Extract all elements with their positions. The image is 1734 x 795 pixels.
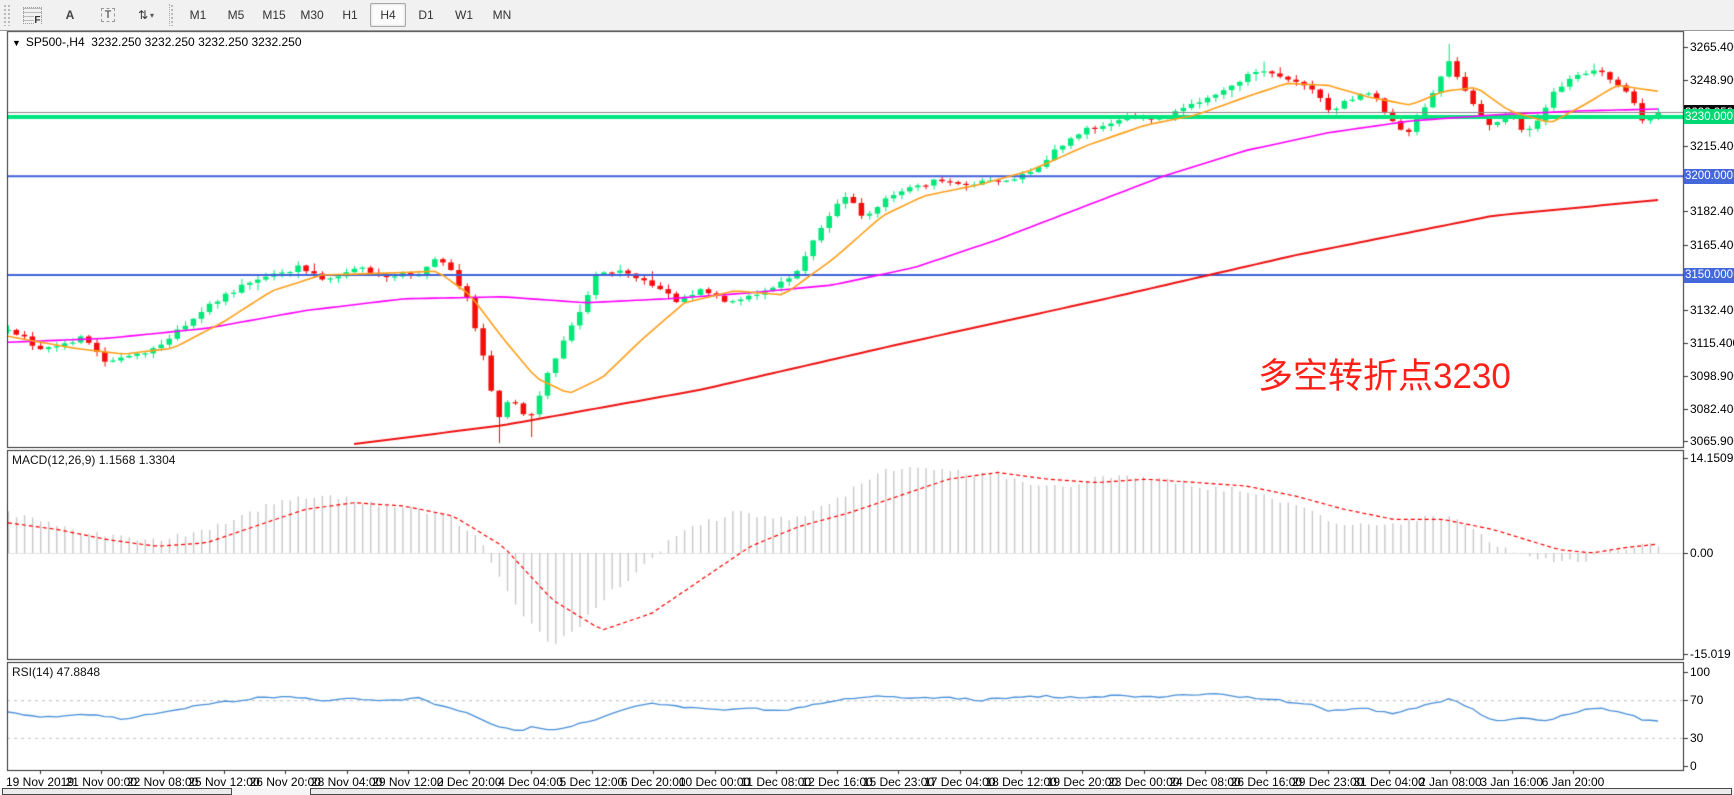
date-tick-label: 12 Dec 16:00 — [801, 775, 873, 789]
horizontal-scrollbar — [0, 788, 1734, 795]
timeframe-button-d1[interactable]: D1 — [418, 8, 434, 22]
chevron-down-icon: ▼ — [12, 38, 21, 48]
date-tick-label: 24 Dec 08:00 — [1169, 775, 1241, 789]
price-tick-label: 3082.400 — [1690, 401, 1734, 416]
price-tick-label: 3065.900 — [1690, 434, 1734, 449]
date-tick-label: 6 Jan 20:00 — [1541, 775, 1605, 789]
arrows-icon: ⇅ — [137, 8, 149, 22]
price-level-badge: 3200.000 — [1684, 168, 1734, 184]
rsi-indicator-title: RSI(14) 47.8848 — [12, 665, 101, 679]
price-tick-label: 3215.400 — [1690, 138, 1734, 153]
date-tick-label: 23 Dec 00:00 — [1108, 775, 1180, 789]
date-tick-label: 22 Nov 08:00 — [126, 775, 199, 789]
price-tick-label: 3115.400 — [1690, 336, 1734, 351]
price-tick-label: 3098.900 — [1690, 369, 1734, 384]
symbol-name: SP500-,H4 — [25, 35, 85, 49]
timeframe-button-m30[interactable]: M30 — [300, 8, 324, 22]
chart-text-annotation[interactable]: 多空转折点3230 — [1258, 357, 1511, 396]
text-label-icon: T — [100, 8, 116, 22]
fibonacci-icon: F — [22, 6, 42, 26]
rsi-tick-label: 30 — [1690, 730, 1704, 745]
toolbar: F A T ⇅ ▾ M1 M5 M15 M30 H1 H4 D1 W1 MN — [0, 0, 1734, 31]
date-tick-label: 25 Nov 12:00 — [188, 775, 260, 789]
date-tick-label: 28 Nov 04:00 — [310, 775, 383, 789]
date-tick-label: 21 Nov 00:00 — [65, 775, 138, 789]
timeframe-button-w1[interactable]: W1 — [455, 8, 473, 22]
scrollbar-segment-left[interactable] — [2, 788, 232, 795]
date-tick-label: 15 Dec 23:00 — [862, 775, 935, 789]
date-tick-label: 3 Jan 16:00 — [1480, 775, 1544, 789]
macd-tick-label: 14.1509 — [1690, 451, 1734, 466]
date-tick-label: 26 Dec 16:00 — [1230, 775, 1303, 789]
price-level-badge: 3230.000 — [1684, 109, 1734, 125]
text-icon: A — [65, 8, 75, 22]
toolbar-grip[interactable] — [3, 4, 11, 26]
timeframe-button-h4[interactable]: H4 — [370, 3, 406, 27]
symbol-header[interactable]: ▼ SP500-,H4 3232.250 3232.250 3232.250 32… — [12, 35, 302, 49]
price-tick-label: 3248.900 — [1690, 72, 1734, 87]
macd-indicator-title: MACD(12,26,9) 1.1568 1.3304 — [12, 453, 176, 467]
date-tick-label: 26 Nov 20:00 — [249, 775, 321, 789]
price-tick-label: 3182.400 — [1690, 204, 1734, 219]
rsi-tick-label: 100 — [1690, 665, 1711, 679]
text-tool-button[interactable]: A — [52, 3, 88, 27]
chevron-down-icon: ▾ — [150, 10, 155, 20]
arrows-tool-button[interactable]: ⇅ ▾ — [128, 3, 164, 27]
date-tick-label: 29 Dec 23:00 — [1292, 775, 1364, 789]
timeframe-group: M1 M5 M15 M30 H1 H4 D1 W1 MN — [179, 3, 521, 27]
price-level-badge: 3150.000 — [1684, 267, 1734, 283]
date-tick-label: 31 Dec 04:00 — [1353, 775, 1425, 789]
macd-tick-label: 0.00 — [1690, 546, 1714, 560]
timeframe-button-m1[interactable]: M1 — [189, 8, 207, 22]
date-tick-label: 18 Dec 12:00 — [985, 775, 1057, 789]
text-label-tool-button[interactable]: T — [90, 3, 126, 27]
timeframe-button-m15[interactable]: M15 — [262, 8, 286, 22]
date-tick-label: 19 Nov 2019 — [5, 775, 75, 789]
timeframe-button-mn[interactable]: MN — [492, 8, 512, 22]
scrollbar-segment-right[interactable] — [310, 788, 1732, 795]
timeframe-button-m5[interactable]: M5 — [227, 8, 245, 22]
date-tick-label: 11 Dec 08:00 — [740, 775, 812, 789]
rsi-tick-label: 70 — [1690, 693, 1704, 708]
toolbar-separator — [169, 4, 175, 26]
date-tick-label: 17 Dec 04:00 — [924, 775, 996, 789]
date-tick-label: 2 Dec 20:00 — [436, 775, 502, 789]
date-tick-label: 2 Jan 08:00 — [1419, 775, 1482, 789]
timeframe-button-h1[interactable]: H1 — [342, 8, 358, 22]
price-tick-label: 3132.400 — [1690, 302, 1734, 317]
macd-tick-label: -15.019 — [1690, 646, 1731, 661]
date-tick-label: 10 Dec 00:00 — [678, 775, 751, 789]
rsi-tick-label: 0 — [1690, 759, 1697, 773]
date-tick-label: 29 Nov 12:00 — [372, 775, 444, 789]
price-tick-label: 3165.400 — [1690, 237, 1734, 252]
fibonacci-tool-button[interactable]: F — [14, 3, 50, 27]
date-tick-label: 4 Dec 04:00 — [498, 775, 563, 789]
ohlc-quotes: 3232.250 3232.250 3232.250 3232.250 — [91, 35, 302, 49]
date-tick-label: 19 Dec 20:00 — [1046, 775, 1119, 789]
date-tick-label: 6 Dec 20:00 — [620, 775, 686, 789]
date-tick-label: 5 Dec 12:00 — [559, 775, 625, 789]
price-tick-label: 3265.400 — [1690, 40, 1734, 54]
